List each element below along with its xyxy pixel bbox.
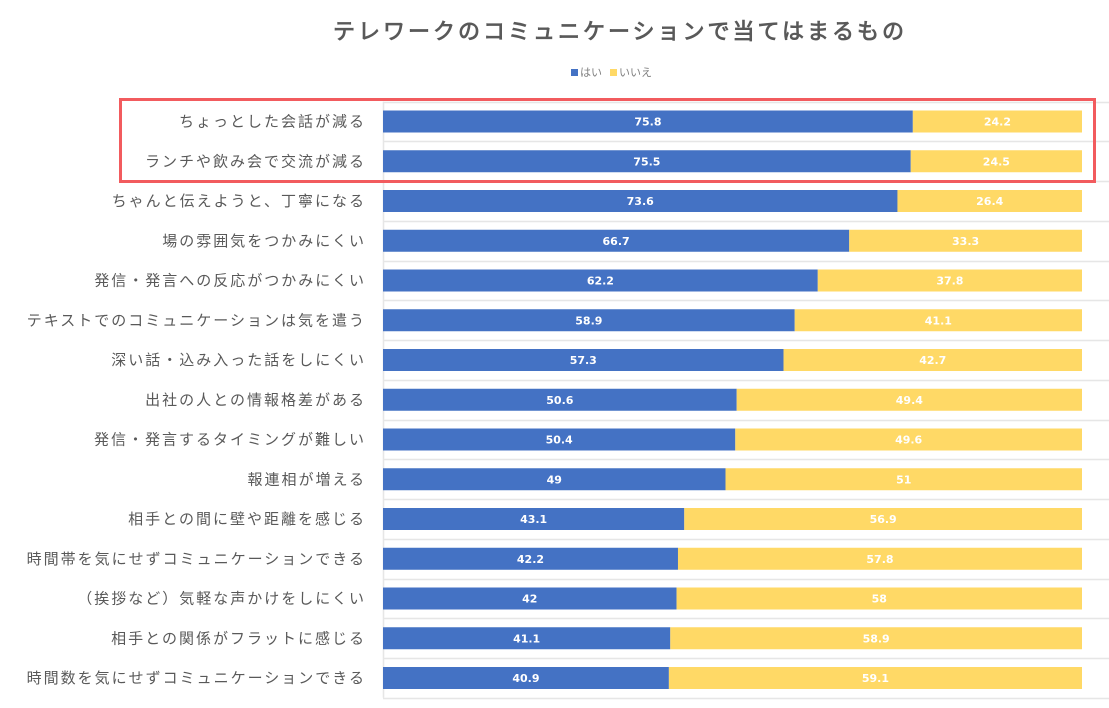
data-label-yes: 75.5 [633, 155, 660, 168]
data-label-no: 26.4 [976, 195, 1003, 208]
data-label-no: 33.3 [952, 235, 979, 248]
data-label-yes: 50.6 [546, 394, 573, 407]
data-label-yes: 43.1 [520, 513, 547, 526]
data-label-yes: 66.7 [603, 235, 630, 248]
data-label-no: 56.9 [870, 513, 897, 526]
data-label-yes: 42.2 [517, 553, 544, 566]
bar-yes[interactable] [383, 627, 671, 650]
bar-yes[interactable] [383, 547, 678, 570]
data-label-yes: 58.9 [575, 314, 602, 327]
category-label: 深い話・込み入った話をしにくい [111, 351, 366, 369]
category-label: 時間数を気にせずコミュニケーションできる [27, 669, 366, 687]
legend: はい いいえ [571, 64, 660, 80]
bar-no[interactable] [849, 229, 1082, 252]
bar-no[interactable] [912, 110, 1082, 133]
data-label-yes: 57.3 [570, 354, 597, 367]
category-label: 相手との間に壁や距離を感じる [128, 510, 366, 528]
category-label: （挨拶など）気軽な声かけをしにくい [77, 590, 366, 608]
category-label: 時間帯を気にせずコミュニケーションできる [27, 550, 366, 568]
data-label-no: 41.1 [925, 314, 952, 327]
bar-no[interactable] [783, 349, 1082, 371]
legend-label-yes: はい [580, 66, 602, 79]
data-label-no: 24.2 [984, 116, 1011, 129]
category-label: 報連相が増える [247, 470, 366, 488]
bar-yes[interactable] [383, 388, 737, 411]
legend-label-no: いいえ [619, 66, 652, 79]
category-label: ランチや飲み会で交流が減る [145, 152, 366, 170]
bar-yes[interactable] [383, 229, 850, 252]
category-label: テキストでのコミュニケーションは気を遣う [27, 311, 366, 329]
bar-no[interactable] [684, 508, 1082, 530]
data-label-yes: 62.2 [587, 275, 614, 288]
bar-yes[interactable] [383, 428, 736, 451]
legend-swatch-no [610, 68, 617, 76]
bar-no[interactable] [736, 388, 1082, 411]
data-label-no: 24.5 [983, 155, 1010, 168]
bar-no[interactable] [668, 667, 1082, 689]
data-label-no: 58.9 [863, 632, 890, 645]
bar-yes[interactable] [383, 667, 669, 689]
legend-item-no: いいえ [610, 64, 652, 80]
category-label: ちゃんと伝えようと、丁寧になる [112, 192, 366, 210]
bar-no[interactable] [897, 190, 1082, 212]
bar-yes[interactable] [383, 309, 795, 332]
data-label-no: 51 [896, 473, 911, 486]
data-label-no: 42.7 [919, 354, 946, 367]
bar-no[interactable] [676, 587, 1082, 610]
bar-no[interactable] [677, 547, 1082, 570]
data-label-no: 57.8 [866, 553, 893, 566]
bar-no[interactable] [910, 150, 1082, 173]
data-label-no: 58 [872, 593, 887, 606]
bar-yes[interactable] [383, 587, 677, 610]
bar-yes[interactable] [383, 349, 784, 371]
data-label-no: 37.8 [936, 275, 963, 288]
data-label-yes: 49 [547, 473, 562, 486]
data-label-yes: 41.1 [513, 632, 540, 645]
bar-yes[interactable] [383, 150, 911, 173]
bar-no[interactable] [725, 468, 1082, 491]
bar-yes[interactable] [383, 269, 818, 292]
category-label: 発信・発言するタイミングが難しい [94, 431, 366, 449]
bar-yes[interactable] [383, 508, 685, 530]
category-label: 発信・発言への反応がつかみにくい [94, 272, 366, 290]
chart-title: テレワークのコミュニケーションで当てはまるもの [332, 20, 908, 45]
data-label-yes: 75.8 [634, 116, 661, 129]
bar-no[interactable] [817, 269, 1082, 292]
bar-no[interactable] [794, 309, 1082, 332]
data-label-no: 49.4 [896, 394, 923, 407]
data-label-no: 49.6 [895, 434, 922, 447]
legend-item-yes: はい [571, 64, 602, 80]
bar-yes[interactable] [383, 468, 726, 491]
bar-no[interactable] [670, 627, 1082, 650]
category-label: 出社の人との情報格差がある [145, 391, 366, 409]
data-label-yes: 50.4 [546, 434, 573, 447]
category-label: ちょっとした会話が減る [179, 113, 366, 131]
bar-yes[interactable] [383, 110, 913, 133]
data-label-yes: 40.9 [512, 672, 539, 685]
data-label-no: 59.1 [862, 672, 889, 685]
bar-yes[interactable] [383, 190, 898, 212]
data-label-yes: 42 [522, 593, 537, 606]
bar-no[interactable] [735, 428, 1082, 451]
category-label: 場の雰囲気をつかみにくい [162, 232, 366, 250]
category-label: 相手との関係がフラットに感じる [111, 629, 366, 647]
legend-swatch-yes [571, 68, 578, 76]
data-label-yes: 73.6 [627, 195, 654, 208]
